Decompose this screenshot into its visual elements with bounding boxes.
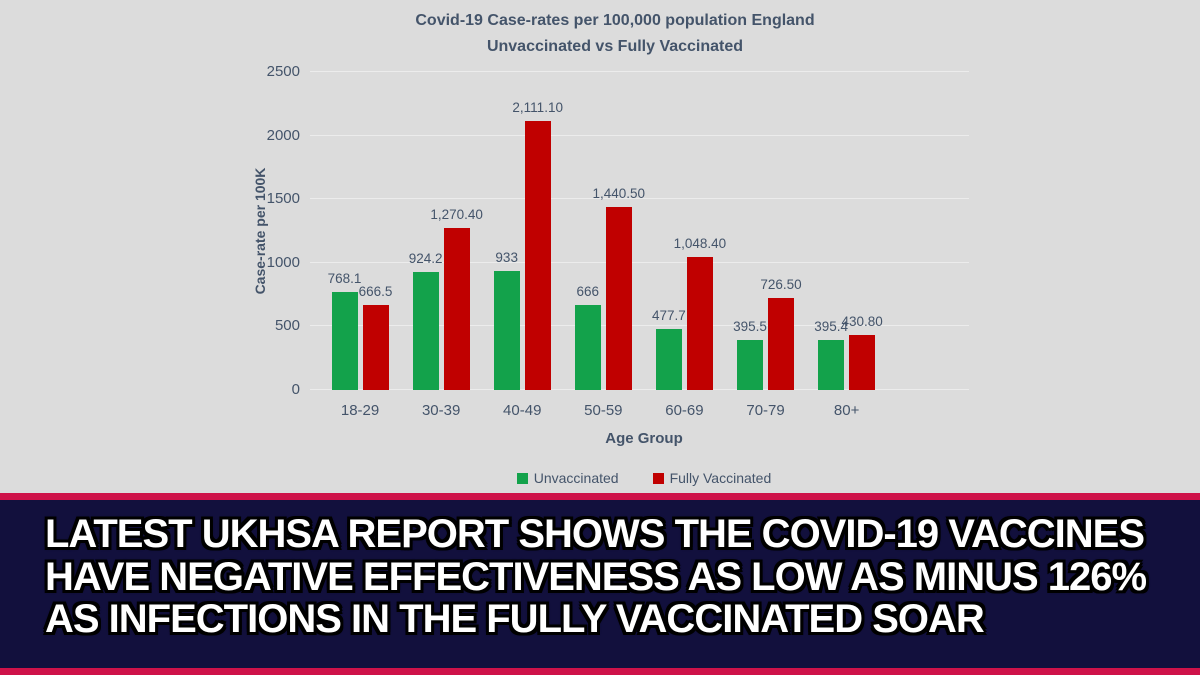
bar-value-label: 477.7 [651,308,686,324]
bar-value-label: 1,270.40 [430,207,483,223]
legend-label-fully-vaccinated: Fully Vaccinated [669,470,772,486]
y-tick-label: 1000 [266,253,300,271]
headline-banner: LATEST UKHSA REPORT SHOWS THE COVID-19 V… [0,500,1200,668]
bar-value-label: 1,440.50 [592,185,646,201]
gridline [310,71,969,72]
bar-value-label: 395.5 [733,318,767,334]
gridline [310,325,969,327]
legend: Unvaccinated Fully Vaccinated [44,470,1200,486]
gridline [310,134,969,136]
bar-unvaccinated [655,329,682,390]
bar-unvaccinated [331,292,358,390]
legend-swatch-fully-vaccinated-icon [652,472,664,484]
x-tick-label: 40-49 [503,402,542,419]
y-tick-label: 2000 [266,126,300,144]
bar-value-label: 933 [495,250,518,266]
bar-value-label: 924.2 [408,251,443,267]
bar-value-label: 1,048.40 [673,235,727,251]
top-crimson-stripe [0,493,1200,500]
gridline [310,198,969,200]
bar-value-label: 666.5 [358,284,393,300]
y-axis-ticks: 0 500 1000 1500 2000 2500 [240,0,300,493]
bar-unvaccinated [412,272,439,390]
x-tick-label: 50-59 [584,402,623,419]
gridline [310,389,969,390]
chart-panel: Covid-19 Case-rates per 100,000 populati… [0,0,1200,493]
bottom-crimson-stripe [0,668,1200,675]
headline-line-3: AS INFECTIONS IN THE FULLY VACCINATED SO… [45,597,985,641]
legend-item-fully-vaccinated: Fully Vaccinated [652,470,772,486]
bar-fully-vaccinated [768,297,794,390]
x-tick-label: 60-69 [665,402,704,419]
x-axis-ticks: 18-29 30-39 40-49 50-59 60-69 70-79 80+ [310,402,969,422]
y-tick-label: 500 [274,317,300,335]
bar-unvaccinated [493,271,520,390]
chart-title: Covid-19 Case-rates per 100,000 populati… [15,8,1200,60]
chart-title-line2: Unvaccinated vs Fully Vaccinated [486,38,744,55]
x-tick-label: 70-79 [746,402,785,419]
headline-line-2: HAVE NEGATIVE EFFECTIVENESS AS LOW AS MI… [45,554,1147,599]
gridline [310,261,969,263]
bar-fully-vaccinated [686,256,713,390]
bar-value-label: 430.80 [841,314,883,330]
legend-swatch-unvaccinated-icon [516,472,528,484]
bar-unvaccinated [574,305,601,390]
bar-fully-vaccinated [443,228,470,390]
x-tick-label: 80+ [833,402,860,419]
bar-value-label: 2,111.10 [512,100,563,116]
x-tick-label: 30-39 [421,402,461,419]
bar-fully-vaccinated [849,335,876,390]
y-tick-label: 0 [291,381,300,398]
bar-value-label: 666 [576,284,600,300]
bar-unvaccinated [737,339,763,390]
bar-fully-vaccinated [524,121,551,390]
headline-line-1: LATEST UKHSA REPORT SHOWS THE COVID-19 V… [45,512,1145,556]
bar-value-label: 726.50 [760,276,802,292]
plot-area: 768.1 666.5 924.2 1,270.40 933 2,111.10 666 1,4… [310,71,969,390]
x-axis-title: Age Group [605,430,683,447]
bar-unvaccinated [818,339,845,390]
legend-item-unvaccinated: Unvaccinated [516,470,619,486]
chart-title-line1: Covid-19 Case-rates per 100,000 populati… [415,12,815,29]
bar-value-label: 768.1 [327,271,362,287]
x-tick-label: 18-29 [340,402,380,419]
y-tick-label: 2500 [266,63,300,80]
bar-value-label: 395.4 [814,318,848,334]
y-tick-label: 1500 [266,190,300,208]
legend-label-unvaccinated: Unvaccinated [533,470,619,486]
bar-fully-vaccinated [362,305,389,390]
bar-fully-vaccinated [605,206,632,390]
